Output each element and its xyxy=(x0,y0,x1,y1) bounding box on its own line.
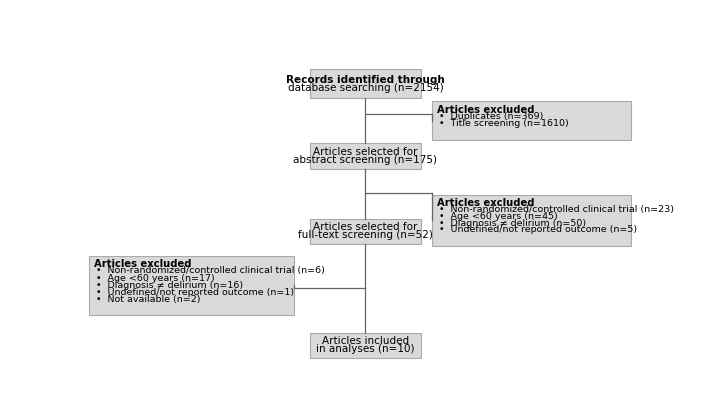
Bar xyxy=(89,256,294,315)
Text: •  Non-randomized/controlled clinical trial (n=23): • Non-randomized/controlled clinical tri… xyxy=(439,205,674,214)
Text: Articles included: Articles included xyxy=(322,337,409,347)
Text: •  Diagnosis ≠ delirium (n=16): • Diagnosis ≠ delirium (n=16) xyxy=(96,281,243,289)
Text: Articles excluded: Articles excluded xyxy=(93,259,191,269)
Bar xyxy=(310,143,421,169)
Text: Articles selected for: Articles selected for xyxy=(313,147,418,157)
Text: •  Diagnosis ≠ delirium (n=50): • Diagnosis ≠ delirium (n=50) xyxy=(439,219,587,228)
Text: database searching (n=2154): database searching (n=2154) xyxy=(287,83,443,93)
Text: •  Not available (n=2): • Not available (n=2) xyxy=(96,295,200,304)
Text: •  Undefined/not reported outcome (n=1): • Undefined/not reported outcome (n=1) xyxy=(96,288,294,296)
Text: •  Duplicates (n=369): • Duplicates (n=369) xyxy=(439,112,544,121)
Bar xyxy=(310,69,421,98)
Bar xyxy=(310,333,421,358)
Bar xyxy=(432,101,630,140)
Text: in analyses (n=10): in analyses (n=10) xyxy=(316,344,415,354)
Bar xyxy=(310,219,421,244)
Bar xyxy=(432,194,630,246)
Text: •  Undefined/not reported outcome (n=5): • Undefined/not reported outcome (n=5) xyxy=(439,225,637,234)
Text: Articles excluded: Articles excluded xyxy=(437,198,535,208)
Text: abstract screening (n=175): abstract screening (n=175) xyxy=(294,155,437,165)
Text: •  Non-randomized/controlled clinical trial (n=6): • Non-randomized/controlled clinical tri… xyxy=(96,266,324,276)
Text: Articles excluded: Articles excluded xyxy=(437,105,535,115)
Text: Records identified through: Records identified through xyxy=(286,75,445,85)
Text: •  Title screening (n=1610): • Title screening (n=1610) xyxy=(439,119,569,128)
Text: •  Age <60 years (n=45): • Age <60 years (n=45) xyxy=(439,212,558,221)
Text: Articles selected for: Articles selected for xyxy=(313,222,418,232)
Text: full-text screening (n=52): full-text screening (n=52) xyxy=(298,231,433,241)
Text: •  Age <60 years (n=17): • Age <60 years (n=17) xyxy=(96,274,215,283)
